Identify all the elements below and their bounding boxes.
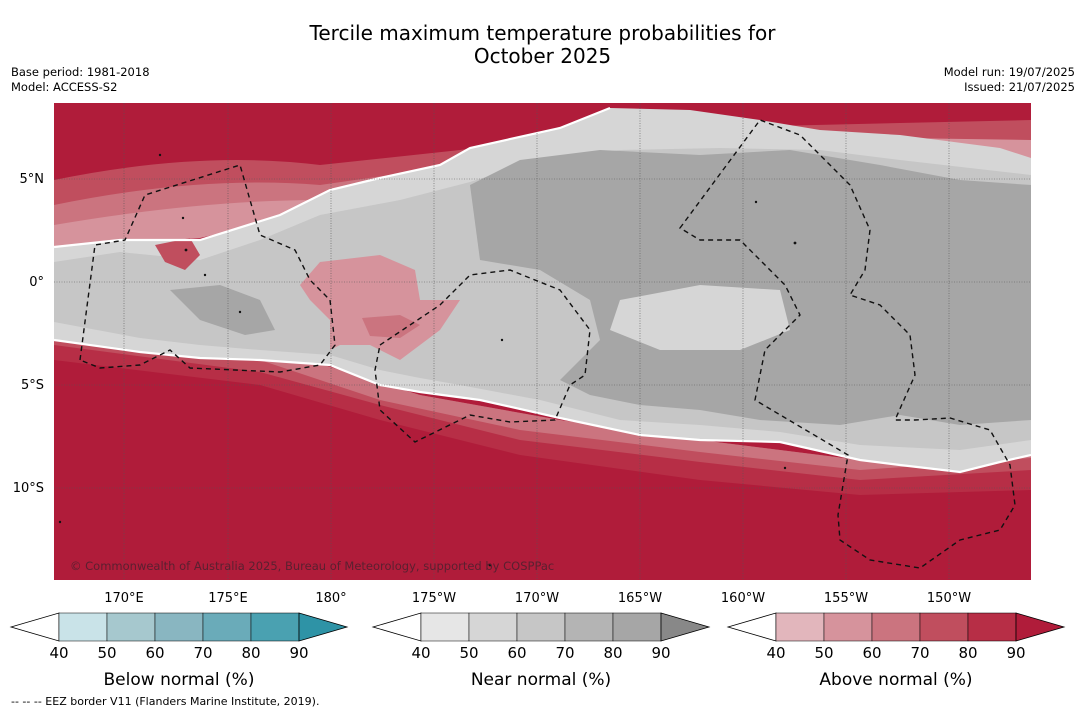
field-above-60-tongue (362, 315, 420, 338)
lon-label: 165°W (618, 591, 662, 606)
colorbars: 40 50 60 70 80 90 Below normal (%) 40 50 60 70 80 90… (9, 612, 1066, 690)
colorbar-low-extend (371, 612, 422, 642)
colorbar-tick: 70 (555, 644, 574, 662)
colorbar-near: 40 50 60 70 80 90 Near normal (%) (371, 612, 711, 690)
colorbar-segment (106, 612, 156, 642)
lon-label: 175°E (208, 591, 248, 606)
island (500, 338, 504, 342)
field-near-60-west (170, 285, 275, 335)
colorbar-tick: 50 (814, 644, 833, 662)
eez-footnote: -- -- -- EEZ border V11 (Flanders Marine… (11, 695, 320, 708)
colorbar-segment (202, 612, 252, 642)
colorbar-tick: 80 (603, 644, 622, 662)
island (181, 216, 185, 220)
colorbar-segment (967, 612, 1017, 642)
lat-label: 10°S (13, 481, 44, 496)
island (488, 563, 492, 567)
model-name: Model: ACCESS-S2 (11, 80, 118, 94)
colorbar-segment (612, 612, 662, 642)
island (754, 200, 758, 204)
colorbar-high-extend (298, 612, 349, 642)
colorbar-tick: 60 (862, 644, 881, 662)
eez-borders (79, 119, 1016, 569)
island (203, 273, 207, 277)
base-period: Base period: 1981-2018 (11, 65, 150, 79)
field-near-60-east (470, 150, 1031, 425)
issued-date: Issued: 21/07/2025 (964, 80, 1075, 94)
meta-left: Base period: 1981-2018 Model: ACCESS-S2 (11, 65, 150, 95)
colorbar-label: Below normal (%) (104, 670, 255, 690)
colorbar-tick: 70 (910, 644, 929, 662)
colorbar-tick: 60 (507, 644, 526, 662)
lon-label: 175°W (412, 591, 456, 606)
lon-label: 160°W (721, 591, 765, 606)
title-line-2: October 2025 (473, 44, 612, 68)
island (184, 248, 188, 252)
colorbar-segment (154, 612, 204, 642)
map-title: Tercile maximum temperature probabilitie… (0, 22, 1085, 68)
colorbar-tick: 40 (49, 644, 68, 662)
colorbar-label: Above normal (%) (819, 670, 972, 690)
colorbar-segment (775, 612, 825, 642)
colorbar-low-extend (9, 612, 60, 642)
field-above-70-spot (155, 238, 200, 270)
model-run: Model run: 19/07/2025 (943, 65, 1075, 79)
colorbar-tick: 90 (289, 644, 308, 662)
colorbar-tick: 40 (411, 644, 430, 662)
colorbar-segment (250, 612, 300, 642)
colorbar-low-extend (726, 612, 777, 642)
colorbar-tick: 80 (958, 644, 977, 662)
field-near-40-inner (610, 285, 790, 350)
eez-tokelau (374, 269, 591, 443)
lat-label: 5°S (21, 378, 44, 393)
colorbar-high-extend (1015, 612, 1066, 642)
colorbar-segment (919, 612, 969, 642)
colorbar-above: 40 50 60 70 80 90 Above normal (%) (726, 612, 1066, 690)
eez-kiribati-cook (678, 119, 1016, 569)
graticule (54, 103, 1031, 580)
lon-label: 150°W (927, 591, 971, 606)
colorbar-tick: 40 (766, 644, 785, 662)
colorbar-tick: 70 (193, 644, 212, 662)
island (793, 241, 797, 245)
copyright-text: © Commonwealth of Australia 2025, Bureau… (70, 559, 554, 573)
island (58, 520, 62, 524)
meta-right: Model run: 19/07/2025 Issued: 21/07/2025 (944, 65, 1075, 95)
island (783, 466, 787, 470)
colorbar-label: Near normal (%) (471, 670, 611, 690)
title-line-1: Tercile maximum temperature probabilitie… (309, 21, 776, 45)
lat-labels: 5°N 0° 5°S 10°S (13, 172, 44, 496)
island (158, 153, 162, 157)
colorbar-segment (468, 612, 518, 642)
colorbar-segment (871, 612, 921, 642)
colorbar-tick: 50 (97, 644, 116, 662)
lat-label: 5°N (20, 172, 45, 187)
island (238, 310, 242, 314)
lat-label: 0° (29, 275, 44, 290)
lon-labels: 170°E 175°E 180° 175°W 170°W 165°W 160°W… (104, 591, 971, 606)
colorbar-tick: 90 (1006, 644, 1025, 662)
islands (58, 153, 797, 567)
colorbar-tick: 80 (241, 644, 260, 662)
colorbar-tick: 90 (651, 644, 670, 662)
colorbar-below: 40 50 60 70 80 90 Below normal (%) (9, 612, 349, 690)
colorbar-segment (516, 612, 566, 642)
lon-label: 180° (315, 591, 346, 606)
colorbar-segment (823, 612, 873, 642)
probability-field (54, 103, 1031, 580)
colorbar-tick: 60 (145, 644, 164, 662)
lon-label: 170°W (515, 591, 559, 606)
boundary-south (54, 338, 1031, 474)
lon-label: 170°E (104, 591, 144, 606)
boundary-north (54, 106, 611, 249)
colorbar-segment (420, 612, 470, 642)
lon-label: 155°W (824, 591, 868, 606)
colorbar-segment (564, 612, 614, 642)
colorbar-high-extend (660, 612, 711, 642)
colorbar-segment (58, 612, 108, 642)
colorbar-tick: 50 (459, 644, 478, 662)
field-above-50-tongue (300, 255, 460, 360)
